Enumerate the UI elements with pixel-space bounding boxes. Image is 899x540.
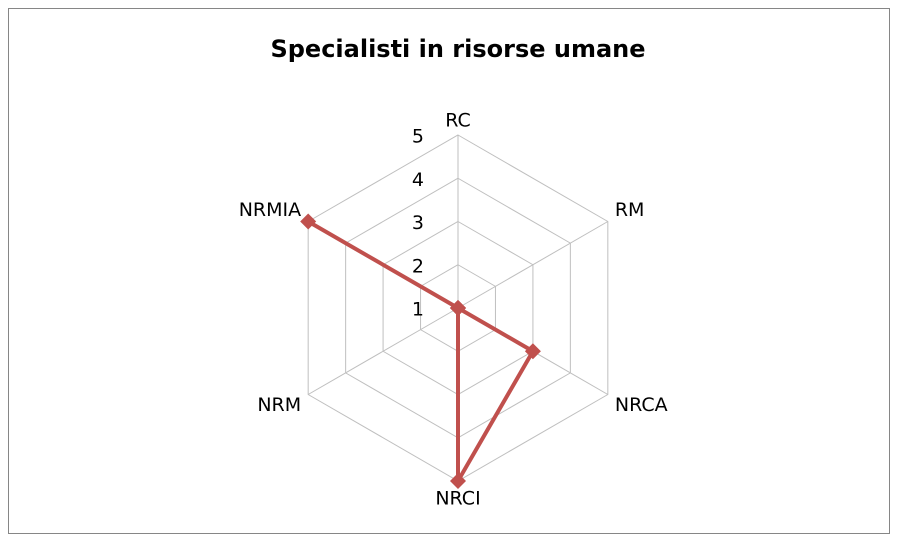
- r-tick-label: 1: [412, 299, 424, 321]
- category-label: NRM: [257, 394, 301, 416]
- marker: [450, 473, 466, 489]
- spoke: [307, 307, 459, 395]
- category-label: NRCI: [435, 488, 480, 510]
- chart-frame: [8, 8, 890, 534]
- r-tick-label: 3: [412, 212, 424, 234]
- marker: [450, 300, 466, 316]
- marker: [524, 343, 541, 360]
- r-tick-label: 4: [412, 169, 424, 191]
- category-label: RC: [445, 110, 471, 132]
- r-tick-label: 2: [412, 255, 424, 277]
- category-label: NRMIA: [239, 199, 301, 221]
- marker: [300, 213, 317, 230]
- chart-title: Specialisti in risorse umane: [270, 35, 645, 63]
- spoke: [457, 221, 609, 309]
- series-line: [306, 219, 535, 483]
- r-tick-label: 5: [412, 126, 424, 148]
- category-label: NRCA: [615, 394, 668, 416]
- category-label: RM: [615, 199, 645, 221]
